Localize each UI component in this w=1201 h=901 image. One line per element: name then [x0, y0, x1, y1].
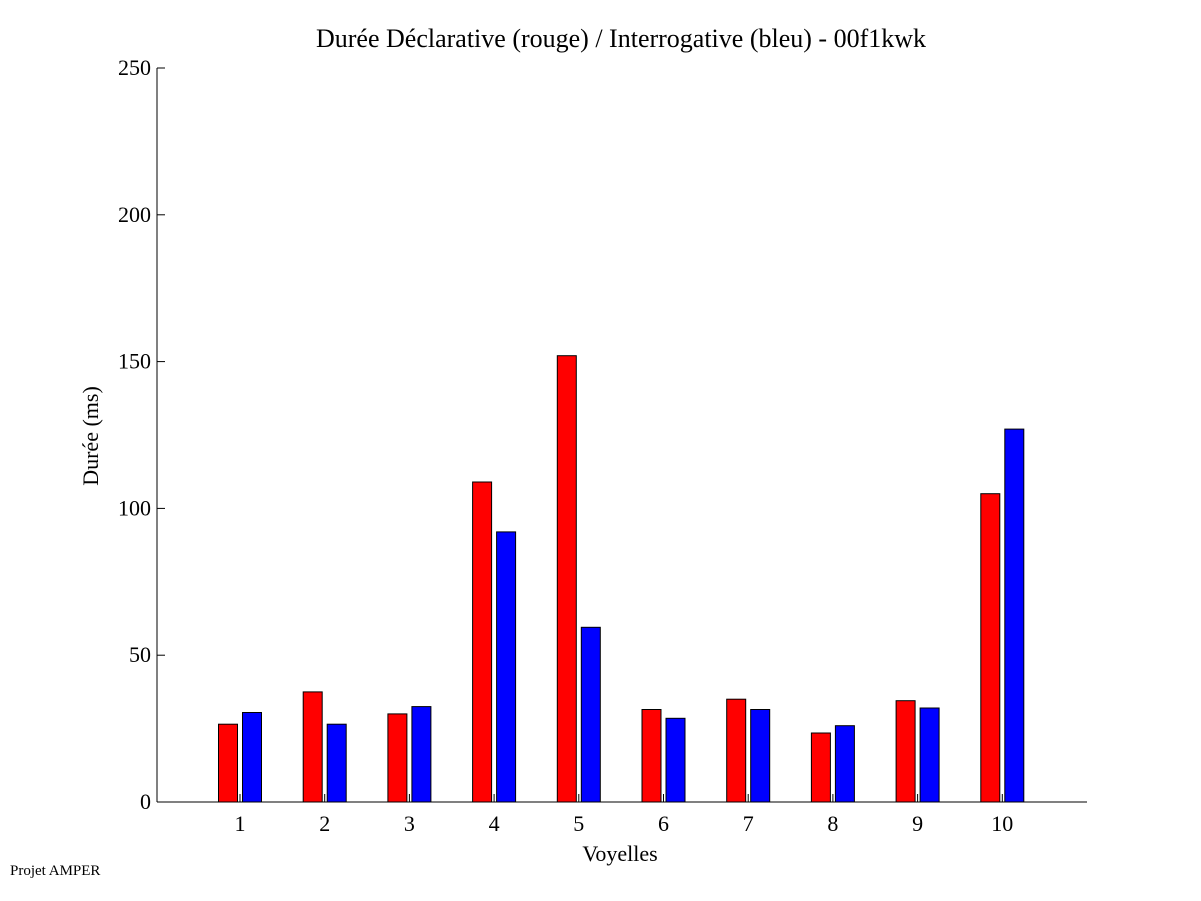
bar-interrogative-1	[242, 712, 262, 803]
x-tick-label: 1	[235, 811, 246, 836]
x-tick-label: 7	[743, 811, 754, 836]
bar-interrogative-2	[326, 723, 347, 803]
bar-declarative-9	[895, 700, 916, 803]
bar-declarative-4	[472, 481, 493, 803]
bar-interrogative-10	[1004, 428, 1025, 803]
y-axis-label: Durée (ms)	[78, 386, 103, 486]
chart-title: Durée Déclarative (rouge) / Interrogativ…	[316, 24, 926, 53]
bar-interrogative-3	[411, 706, 432, 803]
axes-group	[156, 68, 1087, 803]
x-tick-label: 4	[489, 811, 500, 836]
bar-declarative-3	[387, 713, 408, 803]
x-tick-label: 2	[319, 811, 330, 836]
y-tick-label: 50	[129, 642, 151, 667]
y-tick-label: 100	[118, 495, 151, 520]
bar-declarative-7	[726, 698, 747, 803]
x-tick-label: 8	[827, 811, 838, 836]
x-tick-label: 10	[991, 811, 1013, 836]
bar-interrogative-7	[750, 709, 771, 803]
footer-note: Projet AMPER	[10, 863, 101, 879]
bar-declarative-8	[810, 732, 831, 803]
x-tick-label: 3	[404, 811, 415, 836]
y-tick-label: 150	[118, 349, 151, 374]
bar-declarative-10	[980, 493, 1001, 803]
bar-interrogative-5	[580, 626, 601, 803]
x-tick-label: 5	[573, 811, 584, 836]
y-tick-label: 200	[118, 202, 151, 227]
y-ticks-group: 0 50 100 150 200 250	[118, 55, 165, 814]
bar-declarative-1	[218, 723, 238, 803]
bar-declarative-5	[556, 355, 577, 803]
bar-interrogative-4	[496, 531, 517, 803]
bar-interrogative-9	[919, 707, 940, 803]
x-axis-label: Voyelles	[582, 841, 657, 866]
bar-interrogative-8	[834, 725, 855, 803]
bar-declarative-2	[302, 691, 323, 803]
x-ticks-group: 1 2 3 4 5 6 7 8 9 10	[235, 794, 1013, 836]
bars-group	[218, 355, 1025, 803]
x-tick-label: 6	[658, 811, 669, 836]
y-tick-label: 250	[118, 55, 151, 80]
bar-declarative-6	[641, 709, 662, 803]
y-tick-label: 0	[140, 789, 151, 814]
x-tick-label: 9	[912, 811, 923, 836]
bar-interrogative-6	[665, 717, 686, 803]
